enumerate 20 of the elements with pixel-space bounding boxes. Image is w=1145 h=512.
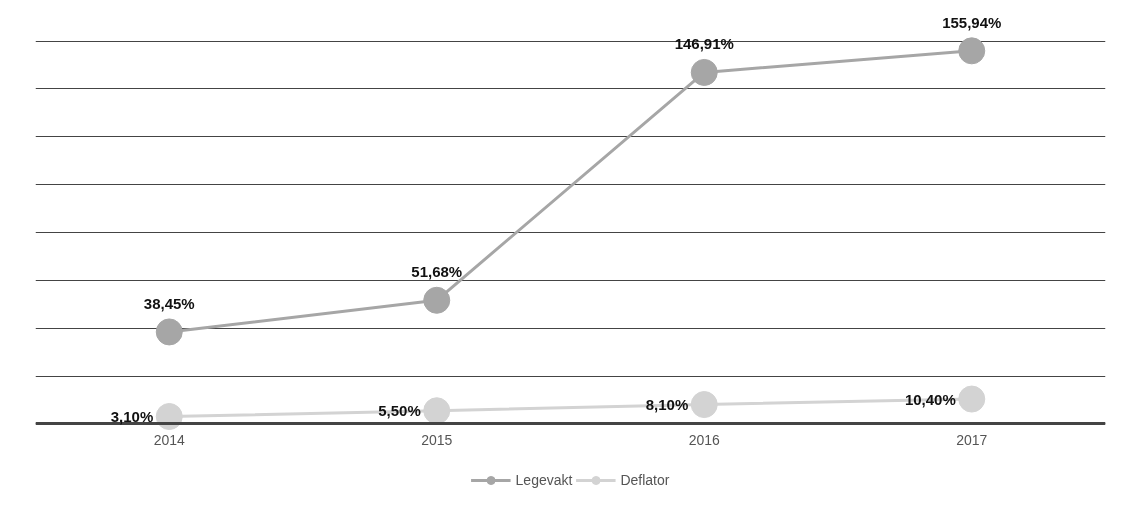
data-label: 5,50% (378, 402, 421, 420)
legend-label: Legevakt (515, 472, 573, 488)
legend-label: Deflator (620, 472, 670, 488)
data-label: 3,10% (110, 408, 154, 426)
point (690, 58, 718, 86)
x-tick-label: 2016 (688, 431, 721, 448)
data-label: 155,94% (942, 13, 1002, 31)
data-label: 51,68% (411, 263, 463, 281)
data-label: 10,40% (904, 390, 956, 408)
point (690, 391, 718, 419)
point (155, 318, 183, 346)
x-tick-label: 2017 (956, 431, 988, 448)
point (423, 286, 451, 314)
point (958, 385, 986, 413)
x-tick-label: 2014 (153, 431, 186, 448)
point (958, 37, 986, 65)
x-tick-label: 2015 (421, 431, 453, 448)
data-label: 38,45% (143, 294, 195, 312)
data-label: 8,10% (645, 396, 689, 414)
point (423, 397, 451, 425)
